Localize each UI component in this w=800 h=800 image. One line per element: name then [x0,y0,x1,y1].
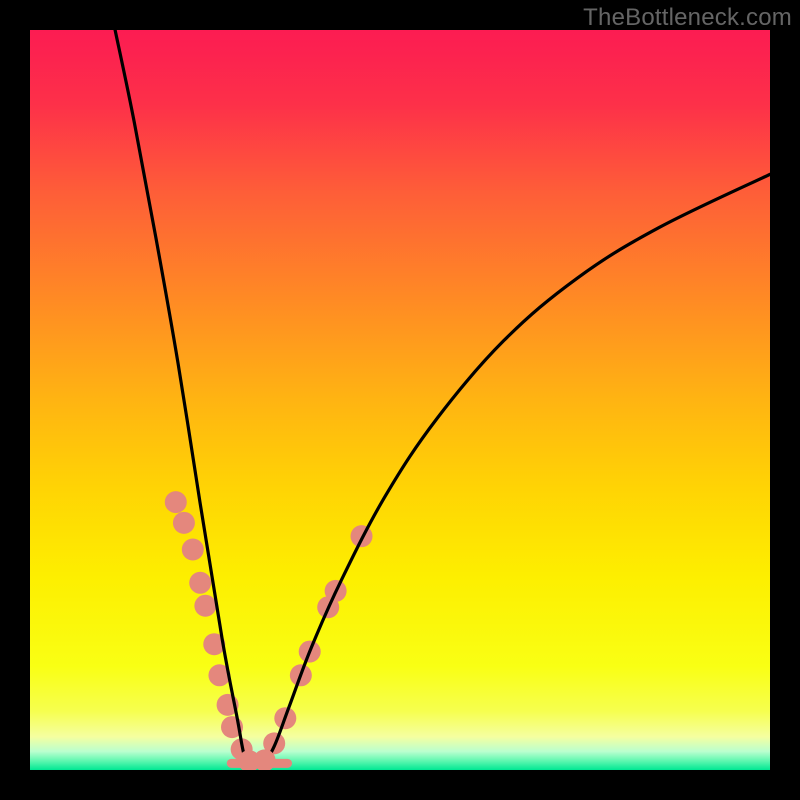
marker-right-6 [351,525,373,547]
marker-left-3 [189,572,211,594]
curve-layer [30,30,770,770]
curve-right-branch [252,174,770,765]
marker-left-2 [182,538,204,560]
marker-left-0 [165,491,187,513]
curve-left-branch [115,30,252,766]
watermark-text: TheBottleneck.com [583,4,792,32]
marker-left-4 [194,595,216,617]
marker-left-1 [173,512,195,534]
chart-plot-area [30,30,770,770]
